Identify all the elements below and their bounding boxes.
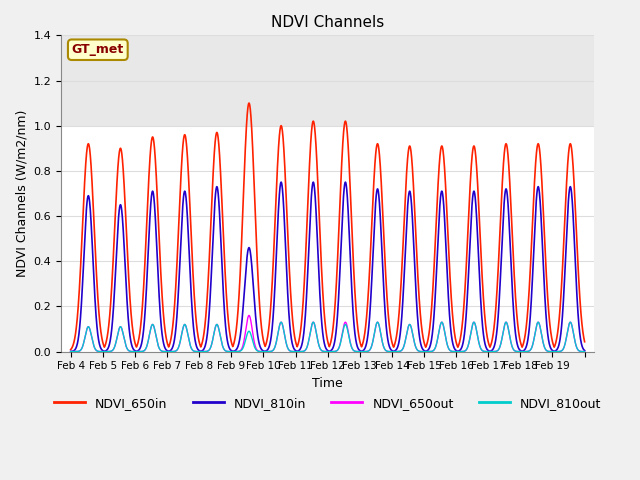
Title: NDVI Channels: NDVI Channels (271, 15, 384, 30)
Legend: NDVI_650in, NDVI_810in, NDVI_650out, NDVI_810out: NDVI_650in, NDVI_810in, NDVI_650out, NDV… (49, 392, 606, 415)
Bar (61, 36, 595, 126)
X-axis label: Time: Time (312, 377, 343, 390)
Text: GT_met: GT_met (72, 43, 124, 56)
Y-axis label: NDVI Channels (W/m2/nm): NDVI Channels (W/m2/nm) (15, 110, 28, 277)
